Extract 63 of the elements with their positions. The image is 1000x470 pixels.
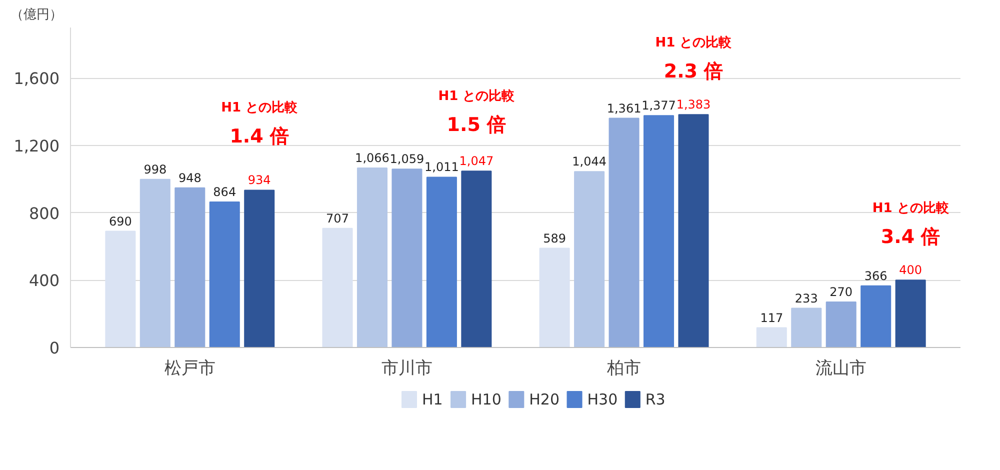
x-tick-label: 流山市 <box>816 358 867 378</box>
data-label: 270 <box>830 285 853 300</box>
bar <box>356 167 388 348</box>
legend-label: H1 <box>422 390 443 408</box>
bar <box>860 285 892 348</box>
annotation: 3.4 倍 <box>880 226 940 248</box>
data-label: 1,059 <box>390 152 424 166</box>
y-tick-label: 0 <box>49 338 60 358</box>
bar <box>174 187 206 348</box>
data-label: 400 <box>899 263 922 278</box>
bar <box>644 115 674 348</box>
data-label: 1,066 <box>355 150 390 165</box>
data-label: 690 <box>108 214 132 228</box>
y-tick-label: 800 <box>28 204 60 223</box>
data-label: 1,047 <box>459 154 494 168</box>
bar <box>426 176 457 348</box>
annotation: H1 との比較 <box>655 36 733 51</box>
annotation: 2.3 倍 <box>664 60 724 83</box>
legend-label: R3 <box>645 390 666 408</box>
data-label: 366 <box>864 268 888 283</box>
annotation: 1.5 倍 <box>446 114 506 136</box>
annotation: 1.4 倍 <box>230 125 289 148</box>
bar <box>608 118 640 348</box>
x-tick-label: 市川市 <box>381 358 432 378</box>
data-label: 1,377 <box>642 98 676 113</box>
data-label: 707 <box>326 211 349 226</box>
data-label: 934 <box>248 173 271 188</box>
y-tick-label: 1,200 <box>14 136 60 156</box>
bar <box>539 248 570 348</box>
data-label: 1,383 <box>676 98 711 112</box>
data-label: 589 <box>543 231 566 246</box>
data-label: 864 <box>213 184 236 199</box>
annotation: H1 との比較 <box>438 88 516 104</box>
bar <box>392 168 422 348</box>
bar <box>574 171 605 348</box>
annotation: H1 との比較 <box>221 100 299 116</box>
legend-label: H20 <box>529 390 560 408</box>
bar <box>756 327 787 348</box>
bar <box>678 114 709 348</box>
data-label: 233 <box>794 291 818 306</box>
bar <box>140 178 170 348</box>
data-label: 1,044 <box>572 154 606 169</box>
data-label: 117 <box>760 310 784 325</box>
bar <box>826 302 856 348</box>
bar <box>895 280 926 348</box>
data-label: 1,011 <box>424 160 459 174</box>
bar <box>461 170 492 348</box>
data-label: 1,361 <box>606 101 642 116</box>
bar <box>322 228 353 348</box>
annotation: H1 との比較 <box>872 201 950 216</box>
bar <box>105 230 136 348</box>
y-tick-label: 400 <box>28 271 60 290</box>
y-tick-label: 1,600 <box>14 69 60 88</box>
bar <box>244 190 275 348</box>
bar <box>209 201 240 348</box>
y-axis-title: （億円） <box>10 8 62 22</box>
x-tick-label: 柏市 <box>606 358 642 378</box>
bar <box>791 308 822 348</box>
data-label: 948 <box>178 170 202 185</box>
legend-label: H10 <box>471 390 502 408</box>
legend-label: H30 <box>587 390 618 408</box>
data-label: 998 <box>144 162 167 176</box>
x-tick-label: 松戸市 <box>164 358 216 378</box>
